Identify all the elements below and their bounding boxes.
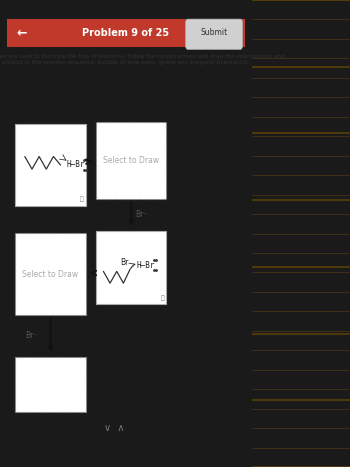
Text: Select to Draw: Select to Draw bbox=[22, 269, 78, 278]
Text: H—Br: H—Br bbox=[137, 261, 155, 269]
Text: Select to Draw: Select to Draw bbox=[103, 156, 159, 165]
Text: ∨  ∧: ∨ ∧ bbox=[104, 424, 124, 433]
Bar bbox=[7, 19, 245, 47]
Text: ⓘ: ⓘ bbox=[79, 197, 83, 202]
Text: H—Br: H—Br bbox=[66, 161, 85, 170]
Bar bbox=[15, 233, 85, 315]
Bar bbox=[96, 231, 167, 304]
Bar bbox=[15, 357, 85, 412]
Text: Curved arrows are used to illustrate the flow of electrons. Follow the curved ar: Curved arrows are used to illustrate the… bbox=[0, 54, 285, 65]
Text: Submit: Submit bbox=[201, 28, 228, 37]
FancyBboxPatch shape bbox=[186, 19, 243, 50]
Text: Br⁻: Br⁻ bbox=[135, 210, 147, 219]
Text: Br⁻: Br⁻ bbox=[25, 331, 37, 340]
Text: ⓘ: ⓘ bbox=[160, 296, 164, 301]
Text: Problem 9 of 25: Problem 9 of 25 bbox=[83, 28, 169, 38]
Bar bbox=[15, 124, 85, 205]
Text: ←: ← bbox=[16, 27, 27, 40]
Text: Br: Br bbox=[120, 258, 129, 267]
Bar bbox=[96, 121, 167, 199]
